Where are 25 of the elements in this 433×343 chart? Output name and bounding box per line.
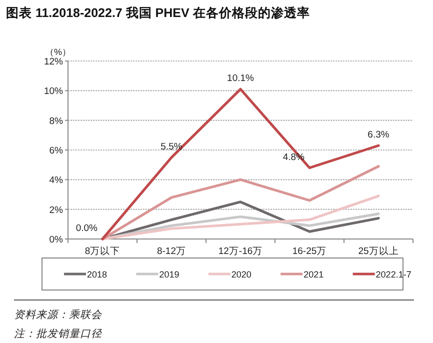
y-tick-label: 2%: [49, 204, 64, 216]
x-tick-label: 8-12万: [156, 246, 186, 257]
x-tick-label: 16-25万: [292, 246, 327, 257]
data-label: 10.1%: [227, 73, 255, 84]
text: 注：批发销量口径: [14, 328, 102, 340]
y-tick-label: 12%: [44, 56, 64, 68]
data-label: 0.0%: [76, 223, 98, 234]
x-tick-label: 25万以上: [358, 245, 399, 257]
legend-label: 2020: [231, 270, 252, 280]
y-tick-label: 8%: [49, 116, 64, 127]
chart-title: 图表 11.2018-2022.7 我国 PHEV 在各价格段的渗透率: [6, 5, 310, 20]
y-tick-label: 0%: [49, 234, 64, 246]
line-series: [101, 165, 380, 240]
y-axis-title: （%）: [45, 47, 72, 57]
legend-label: 2019: [159, 270, 180, 280]
y-tick-label: 10%: [44, 86, 64, 98]
data-label: 5.5%: [160, 141, 183, 152]
data-label: 6.3%: [368, 130, 390, 141]
legend-label: 2021: [304, 270, 324, 280]
legend-label: 2018: [87, 270, 108, 280]
text: 资料来源：乘联会: [14, 309, 103, 321]
y-tick-label: 4%: [49, 175, 64, 186]
y-tick-label: 6%: [49, 146, 64, 156]
x-tick-label: 12万-16万: [218, 246, 263, 257]
x-tick-label: 8万以下: [84, 245, 120, 257]
